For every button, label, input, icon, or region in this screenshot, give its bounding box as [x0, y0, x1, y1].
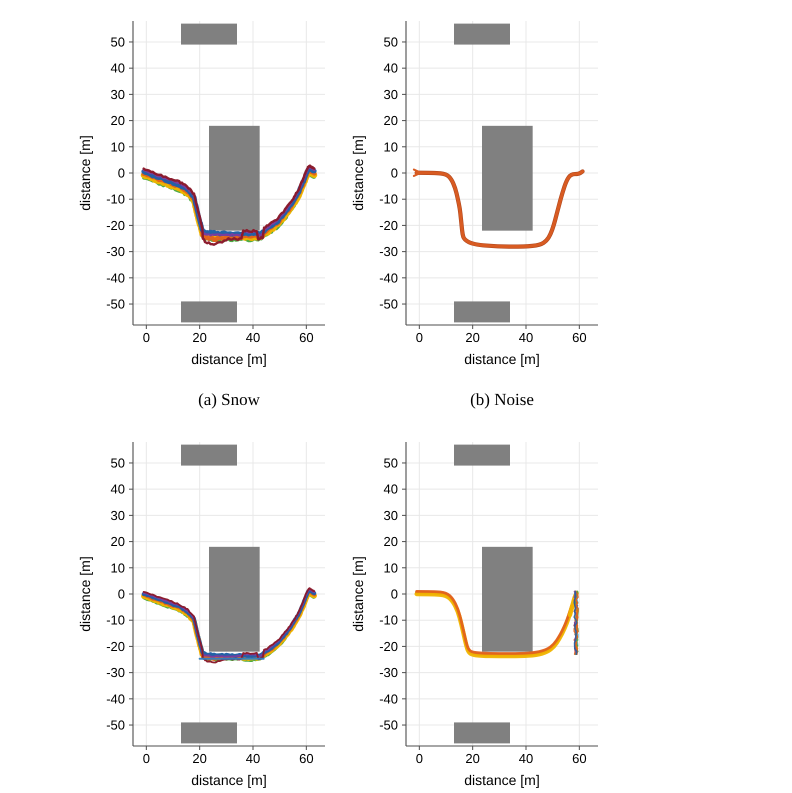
svg-text:30: 30 [384, 87, 398, 102]
svg-text:20: 20 [192, 330, 206, 345]
svg-text:-40: -40 [379, 270, 398, 285]
svg-text:-30: -30 [106, 665, 125, 680]
svg-text:20: 20 [465, 330, 479, 345]
svg-text:distance [m]: distance [m] [191, 351, 266, 367]
svg-text:60: 60 [572, 751, 586, 766]
svg-text:40: 40 [246, 330, 260, 345]
svg-text:-20: -20 [106, 218, 125, 233]
svg-text:-10: -10 [379, 192, 398, 207]
svg-text:40: 40 [519, 751, 533, 766]
svg-text:50: 50 [384, 34, 398, 49]
svg-text:0: 0 [118, 166, 125, 181]
svg-text:-50: -50 [379, 718, 398, 733]
svg-text:-30: -30 [106, 244, 125, 259]
svg-text:-30: -30 [379, 244, 398, 259]
svg-text:0: 0 [118, 587, 125, 602]
svg-text:50: 50 [111, 34, 125, 49]
svg-text:-20: -20 [379, 218, 398, 233]
svg-text:-50: -50 [106, 297, 125, 312]
svg-text:40: 40 [111, 61, 125, 76]
svg-text:-10: -10 [106, 192, 125, 207]
svg-text:20: 20 [192, 751, 206, 766]
svg-text:20: 20 [111, 534, 125, 549]
svg-text:-40: -40 [379, 691, 398, 706]
svg-text:0: 0 [416, 330, 423, 345]
svg-text:-20: -20 [106, 639, 125, 654]
svg-text:0: 0 [143, 330, 150, 345]
svg-text:-40: -40 [106, 691, 125, 706]
svg-text:40: 40 [111, 482, 125, 497]
svg-text:60: 60 [299, 330, 313, 345]
svg-text:50: 50 [111, 455, 125, 470]
svg-text:10: 10 [111, 560, 125, 575]
svg-text:-50: -50 [106, 718, 125, 733]
svg-text:40: 40 [384, 61, 398, 76]
svg-text:10: 10 [111, 139, 125, 154]
svg-text:-40: -40 [106, 270, 125, 285]
svg-text:20: 20 [384, 534, 398, 549]
svg-text:10: 10 [384, 139, 398, 154]
svg-text:40: 40 [246, 751, 260, 766]
svg-text:-30: -30 [379, 665, 398, 680]
svg-text:distance [m]: distance [m] [191, 772, 266, 788]
svg-text:distance [m]: distance [m] [464, 772, 539, 788]
svg-text:-10: -10 [106, 613, 125, 628]
svg-text:50: 50 [384, 455, 398, 470]
svg-text:60: 60 [299, 751, 313, 766]
svg-text:0: 0 [416, 751, 423, 766]
svg-text:0: 0 [391, 587, 398, 602]
svg-text:-10: -10 [379, 613, 398, 628]
svg-text:30: 30 [384, 508, 398, 523]
svg-text:30: 30 [111, 508, 125, 523]
svg-text:10: 10 [384, 560, 398, 575]
svg-text:20: 20 [111, 113, 125, 128]
svg-text:20: 20 [465, 751, 479, 766]
svg-text:0: 0 [391, 166, 398, 181]
svg-text:20: 20 [384, 113, 398, 128]
svg-text:-20: -20 [379, 639, 398, 654]
svg-text:0: 0 [143, 751, 150, 766]
svg-text:30: 30 [111, 87, 125, 102]
svg-text:40: 40 [384, 482, 398, 497]
svg-text:-50: -50 [379, 297, 398, 312]
svg-text:40: 40 [519, 330, 533, 345]
svg-text:60: 60 [572, 330, 586, 345]
svg-text:distance [m]: distance [m] [464, 351, 539, 367]
